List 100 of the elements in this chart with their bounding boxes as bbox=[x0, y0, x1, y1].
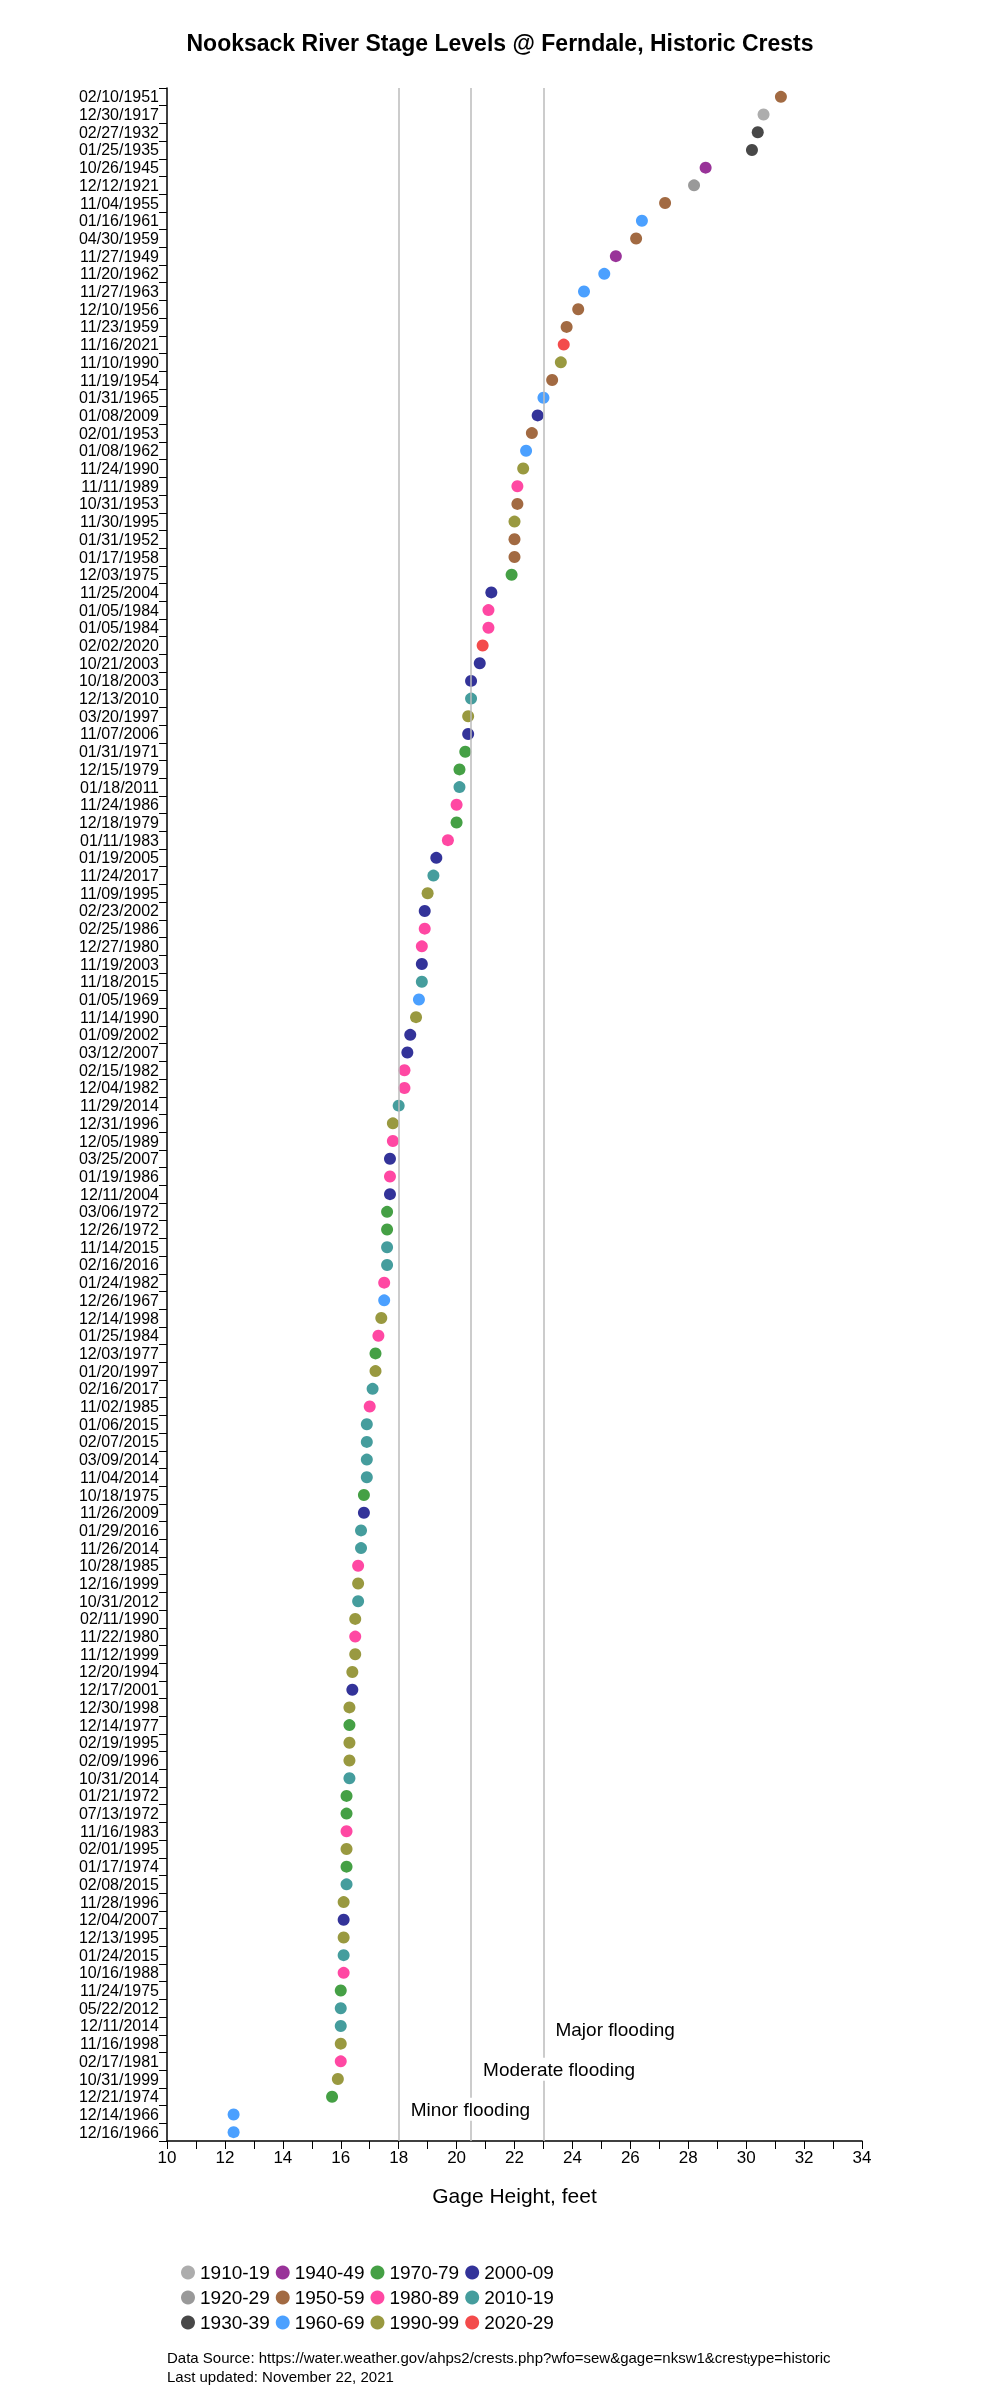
y-tick-label: 01/06/2015 bbox=[78, 1415, 160, 1433]
point bbox=[378, 1276, 391, 1289]
y-tick-label: 12/21/1974 bbox=[78, 2088, 160, 2106]
point bbox=[630, 232, 643, 245]
y-tick-label: 12/11/2014 bbox=[80, 2017, 160, 2035]
point bbox=[346, 1666, 359, 1678]
y-tick-label: 11/14/2015 bbox=[80, 1238, 160, 1256]
point bbox=[418, 922, 431, 935]
y-tick-label: 04/30/1959 bbox=[78, 229, 160, 247]
y-tick-label: 01/21/1972 bbox=[78, 1787, 160, 1805]
y-tick-label: 02/07/2015 bbox=[78, 1433, 160, 1451]
point bbox=[326, 2090, 339, 2103]
y-tick-label: 07/13/1972 bbox=[78, 1805, 160, 1823]
y-tick-label: 03/09/2014 bbox=[78, 1451, 160, 1469]
point bbox=[441, 834, 454, 847]
point bbox=[383, 1170, 396, 1183]
y-tick-label: 12/16/1966 bbox=[78, 2123, 160, 2141]
point bbox=[337, 1931, 350, 1944]
point bbox=[369, 1347, 382, 1360]
y-tick-label: 03/20/1997 bbox=[78, 707, 160, 725]
y-tick-label: 11/04/2014 bbox=[80, 1468, 160, 1486]
x-tick-label: 12 bbox=[215, 2148, 235, 2167]
y-tick-label: 11/24/1975 bbox=[80, 1982, 160, 2000]
y-tick-label: 12/12/1921 bbox=[78, 176, 160, 194]
y-tick-label: 11/12/1999 bbox=[80, 1645, 160, 1663]
point bbox=[381, 1258, 394, 1271]
point bbox=[485, 586, 498, 599]
point bbox=[386, 1135, 399, 1148]
y-tick-label: 03/06/1972 bbox=[78, 1203, 160, 1221]
x-tick-label: 34 bbox=[852, 2148, 872, 2167]
point bbox=[381, 1205, 394, 1218]
point bbox=[355, 1542, 368, 1555]
y-tick-label: 11/19/2003 bbox=[80, 955, 160, 973]
point bbox=[366, 1382, 379, 1395]
y-tick-label: 12/17/2001 bbox=[78, 1681, 160, 1699]
legend-label: 2000-09 bbox=[484, 2262, 554, 2283]
legend-label: 1980-89 bbox=[389, 2287, 460, 2308]
y-tick-label: 01/18/2011 bbox=[80, 778, 160, 796]
point bbox=[482, 621, 495, 634]
point bbox=[340, 1860, 353, 1873]
point bbox=[383, 1188, 396, 1201]
x-tick-label: 28 bbox=[678, 2148, 698, 2167]
y-tick-label: 12/04/2007 bbox=[78, 1911, 160, 1929]
y-tick-label: 01/11/1983 bbox=[80, 831, 160, 849]
x-tick-label: 32 bbox=[794, 2148, 814, 2167]
point bbox=[340, 1789, 353, 1802]
y-tick-label: 11/18/2015 bbox=[80, 973, 160, 991]
y-tick-label: 11/02/1985 bbox=[80, 1398, 160, 1416]
y-tick-label: 11/04/1955 bbox=[80, 194, 160, 212]
y-tick-label: 12/20/1994 bbox=[78, 1663, 160, 1681]
y-tick-label: 12/03/1977 bbox=[78, 1344, 160, 1362]
point bbox=[375, 1312, 388, 1325]
y-tick-label: 01/09/2002 bbox=[78, 1026, 160, 1044]
point bbox=[343, 1754, 356, 1767]
y-tick-label: 11/16/1983 bbox=[80, 1822, 160, 1840]
point bbox=[418, 904, 431, 917]
y-tick-label: 02/17/1981 bbox=[78, 2052, 160, 2070]
point bbox=[459, 745, 472, 758]
y-tick-label: 11/20/1962 bbox=[80, 265, 160, 283]
point bbox=[363, 1400, 376, 1413]
chart-title: Nooksack River Stage Levels @ Ferndale, Historic Crests bbox=[186, 29, 814, 56]
y-tick-label: 12/13/1995 bbox=[78, 1928, 160, 1946]
y-tick-label: 11/16/1998 bbox=[80, 2035, 160, 2053]
point bbox=[401, 1046, 414, 1059]
point bbox=[427, 869, 440, 882]
point bbox=[659, 197, 672, 210]
point bbox=[578, 285, 590, 298]
point bbox=[357, 1506, 370, 1519]
point bbox=[598, 267, 611, 280]
y-tick-label: 12/14/1998 bbox=[78, 1309, 160, 1327]
point bbox=[372, 1329, 385, 1342]
y-tick-label: 01/05/1984 bbox=[78, 619, 160, 637]
y-tick-label: 11/07/2006 bbox=[80, 725, 160, 743]
y-tick-label: 11/27/1949 bbox=[80, 247, 160, 265]
y-tick-label: 12/14/1966 bbox=[78, 2105, 160, 2123]
point bbox=[340, 1825, 353, 1838]
point bbox=[352, 1559, 365, 1572]
legend-label: 2020-29 bbox=[484, 2312, 554, 2333]
point bbox=[337, 1949, 350, 1962]
point bbox=[635, 214, 648, 227]
legend-label: 1970-79 bbox=[389, 2262, 460, 2283]
point bbox=[349, 1612, 362, 1625]
point bbox=[453, 781, 466, 794]
y-tick-label: 12/27/1980 bbox=[78, 937, 160, 955]
point bbox=[378, 1294, 391, 1307]
point bbox=[337, 1966, 350, 1979]
x-tick-label: 24 bbox=[562, 2148, 582, 2167]
point bbox=[346, 1683, 359, 1696]
point bbox=[572, 303, 585, 316]
point bbox=[352, 1595, 365, 1608]
x-tick-label: 22 bbox=[505, 2148, 524, 2167]
y-tick-label: 10/31/1999 bbox=[78, 2070, 160, 2088]
source-note: Data Source: https://water.weather.gov/ahps2/crests.php?wfo=sew&gage=nksw1&cresttype=historic bbox=[167, 2349, 832, 2366]
y-tick-label: 11/25/2004 bbox=[80, 583, 160, 601]
point bbox=[505, 568, 518, 581]
y-tick-label: 11/24/1986 bbox=[80, 796, 160, 814]
point bbox=[520, 444, 533, 457]
y-tick-label: 11/24/1990 bbox=[80, 460, 160, 478]
y-tick-label: 01/19/2005 bbox=[78, 849, 160, 867]
point bbox=[337, 1896, 350, 1909]
